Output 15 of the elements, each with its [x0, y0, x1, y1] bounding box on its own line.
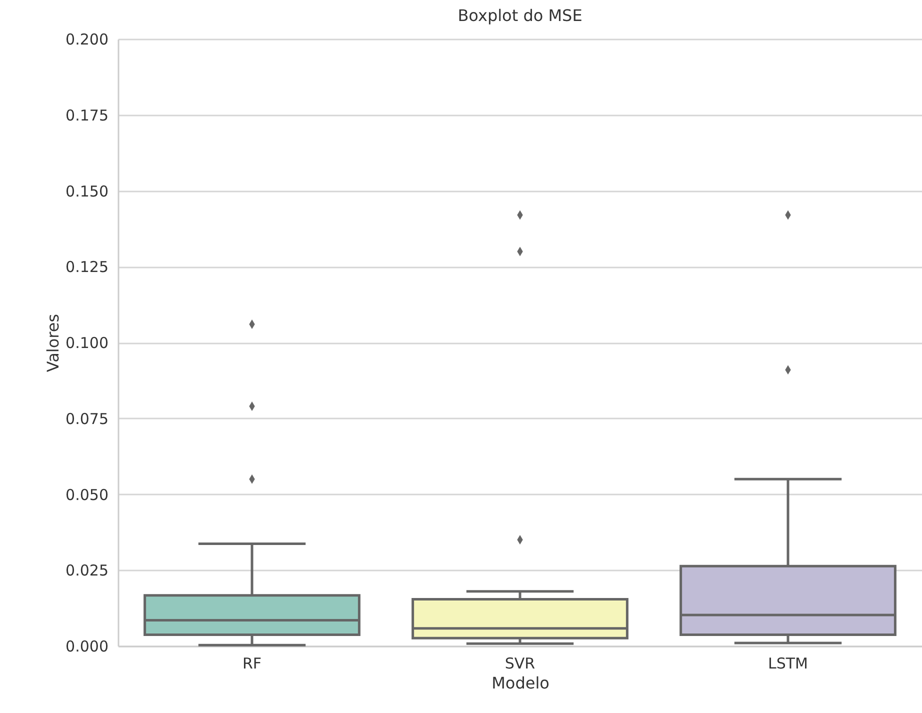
- y-tick-label: 0.175: [66, 106, 108, 124]
- y-tick-label: 0.150: [66, 182, 108, 200]
- x-tick-label: RF: [242, 654, 262, 672]
- y-tick-label: 0.025: [66, 562, 108, 580]
- y-tick-label: 0.100: [66, 334, 108, 352]
- y-tick-label: 0.000: [66, 638, 108, 656]
- chart-title: Boxplot do MSE: [458, 6, 582, 25]
- y-tick-label: 0.075: [66, 410, 108, 428]
- y-tick-label: 0.050: [66, 486, 108, 504]
- y-axis-title: Valores: [44, 314, 63, 372]
- x-tick-label: LSTM: [768, 654, 808, 672]
- y-tick-label: 0.200: [66, 30, 108, 48]
- x-axis-title: Modelo: [492, 674, 550, 692]
- y-tick-label: 0.125: [66, 258, 108, 276]
- x-tick-label: SVR: [504, 654, 536, 672]
